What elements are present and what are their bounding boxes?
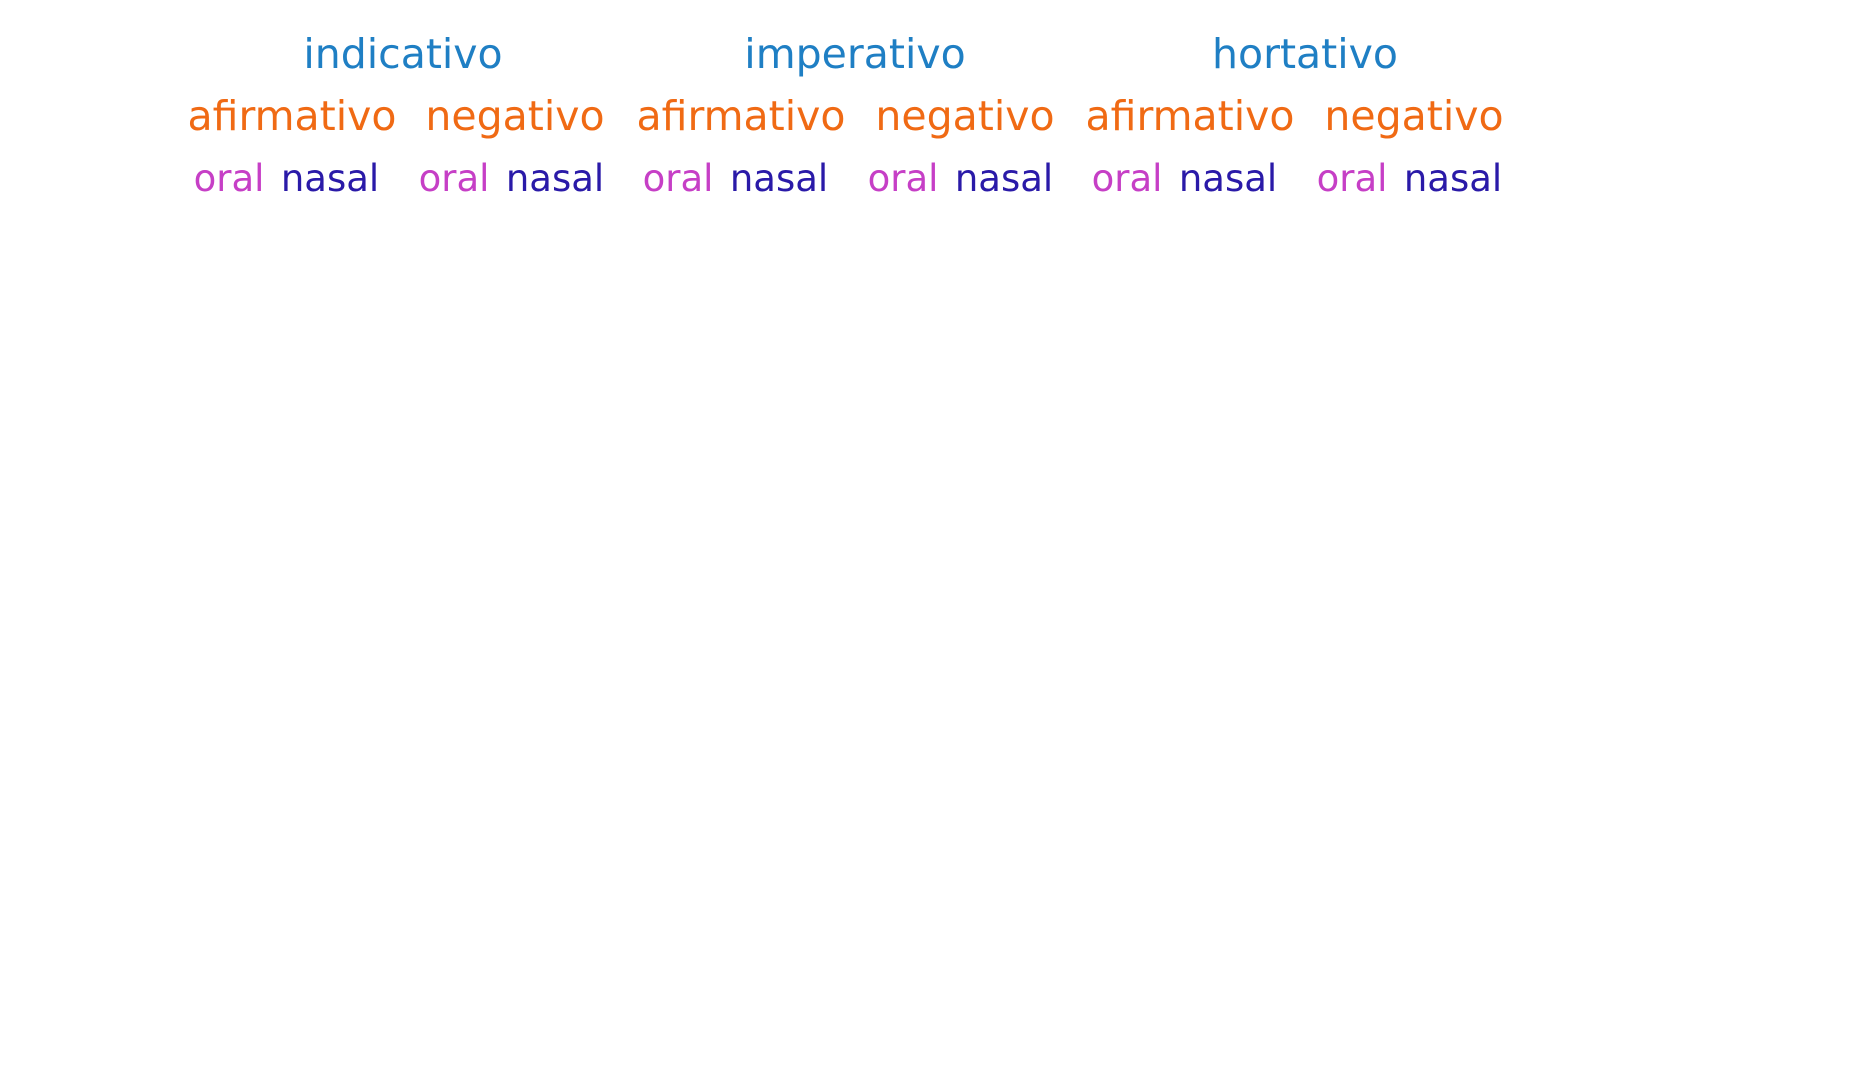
nasality-header-oral: oral	[642, 157, 714, 200]
mood-header-hortativo: hortativo	[1212, 30, 1398, 78]
mood-header-row: indicativo imperativo hortativo	[0, 34, 1875, 94]
polarity-header-row: afirmativo negativo afirmativo negativo afir…	[0, 96, 1875, 156]
mood-header-indicativo: indicativo	[303, 30, 503, 78]
polarity-header-afirmativo: afirmativo	[1085, 92, 1295, 140]
polarity-header-negativo: negativo	[425, 92, 605, 140]
table-body	[0, 234, 1875, 1034]
nasality-header-nasal: nasal	[954, 157, 1054, 200]
nasality-header-nasal: nasal	[280, 157, 380, 200]
nasality-header-row: oral nasal oral nasal oral nasal oral nasal oral…	[0, 160, 1875, 216]
nasality-header-nasal: nasal	[729, 157, 829, 200]
nasality-header-oral: oral	[418, 157, 490, 200]
nasality-header-oral: oral	[1091, 157, 1163, 200]
nasality-header-oral: oral	[193, 157, 265, 200]
polarity-header-negativo: negativo	[1324, 92, 1504, 140]
polarity-header-negativo: negativo	[875, 92, 1055, 140]
nasality-header-nasal: nasal	[505, 157, 605, 200]
nasality-header-oral: oral	[1316, 157, 1388, 200]
nasality-header-oral: oral	[867, 157, 939, 200]
polarity-header-afirmativo: afirmativo	[187, 92, 397, 140]
polarity-header-afirmativo: afirmativo	[636, 92, 846, 140]
mood-header-imperativo: imperativo	[744, 30, 966, 78]
nasality-header-nasal: nasal	[1403, 157, 1503, 200]
nasality-header-nasal: nasal	[1178, 157, 1278, 200]
